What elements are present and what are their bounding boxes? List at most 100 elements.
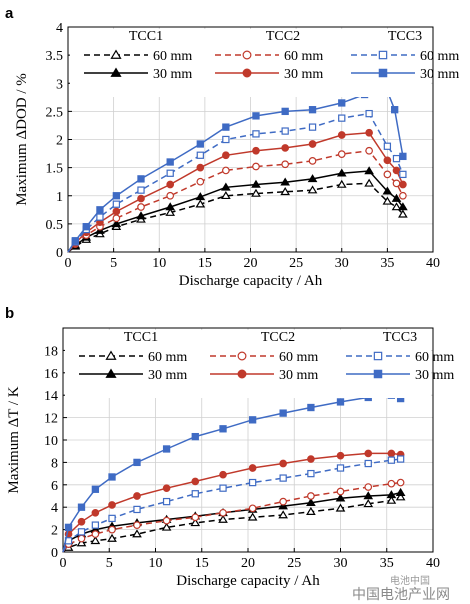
data-point [195,192,206,201]
data-point [399,152,407,161]
legend-marker [105,368,117,378]
x-tick-label: 15 [195,556,209,571]
data-point [221,190,231,200]
data-point [363,499,374,508]
data-point [248,464,257,472]
legend-marker [110,49,122,59]
data-point [219,470,227,479]
x-tick-label: 35 [380,256,394,271]
series-line [62,452,401,553]
panel-label: a [5,5,14,22]
series-tcc1-30-mm [67,166,408,253]
series-tcc2-30-mm [62,449,405,553]
y-tick-label: 2 [51,524,58,539]
y-axis-label: Maximum ΔDOD / % [14,73,30,206]
data-point [219,484,227,492]
data-point [222,135,230,144]
legend-background [70,29,431,97]
data-point [386,490,397,499]
data-point [279,497,287,506]
legend: TCC1 TCC2 TCC3 60 mm 30 mm 60 mm 30 mm 60 mm 30 … [70,29,459,97]
data-point [219,508,227,517]
data-point [308,106,317,114]
x-tick-label: 20 [244,256,258,271]
data-point [306,497,316,507]
data-point [166,158,174,166]
data-point [161,522,172,531]
legend-group-header: TCC2 [261,330,295,345]
data-point [77,528,86,536]
series-tcc2-60-mm [62,478,405,553]
legend-background [65,330,431,398]
data-point [221,182,231,191]
y-tick-label: 6 [51,479,58,494]
y-tick-label: 2.5 [46,105,64,120]
legend-marker [105,350,117,360]
legend-entry-label: 60 mm [279,350,318,365]
legend-group-header: TCC3 [388,29,422,44]
y-tick-label: 4 [56,21,63,36]
data-point [96,213,104,221]
legend-group-header: TCC1 [129,29,163,44]
data-point [191,477,200,486]
data-point [338,114,346,122]
series-tcc2-30-mm [67,128,407,253]
data-point [112,214,121,223]
data-point [196,177,205,186]
data-point [382,186,393,195]
data-point [108,514,116,523]
data-point [364,178,374,187]
data-point [364,483,373,491]
data-point [82,223,90,231]
data-point [279,474,287,482]
y-tick-label: 18 [44,344,58,359]
data-point [281,160,290,169]
watermark-site-text: 中国电池产业网 [352,587,450,603]
data-point [247,512,258,521]
data-point [251,179,261,188]
legend-entry-label: 30 mm [284,67,323,82]
data-point [137,194,145,203]
data-point [308,140,317,148]
data-point [252,130,260,138]
data-point [248,478,257,487]
data-point [196,140,204,148]
data-point [71,237,79,245]
x-tick-label: 0 [60,556,67,571]
data-point [108,501,116,509]
y-axis-label: Maximum ΔT / K [6,386,22,493]
y-tick-label: 4 [51,501,58,516]
series-line [62,458,401,553]
data-point [307,403,315,412]
data-point [398,202,408,211]
x-tick-label: 35 [380,556,394,571]
series-line [67,150,404,253]
data-point [365,109,373,118]
data-point [252,112,260,120]
data-point [306,506,316,515]
data-point [308,157,317,165]
data-point [111,219,122,228]
data-point [281,127,289,135]
data-point [399,180,407,189]
data-point [364,449,373,458]
data-point [90,536,101,545]
data-point [165,207,176,216]
data-point [137,203,145,211]
data-point [336,464,345,472]
data-point [383,170,392,179]
data-point [281,107,289,116]
data-point [191,513,200,522]
data-point [383,156,392,165]
data-point [248,504,257,513]
y-tick-label: 0 [56,246,63,261]
data-point [383,142,392,150]
data-point [280,187,291,196]
data-point [308,123,317,131]
data-point [391,106,399,114]
data-point [337,131,346,139]
y-tick-label: 0.5 [46,218,64,233]
x-tick-label: 30 [334,556,348,571]
x-axis-label: Discharge capacity / Ah [176,573,320,589]
data-point [382,196,393,205]
